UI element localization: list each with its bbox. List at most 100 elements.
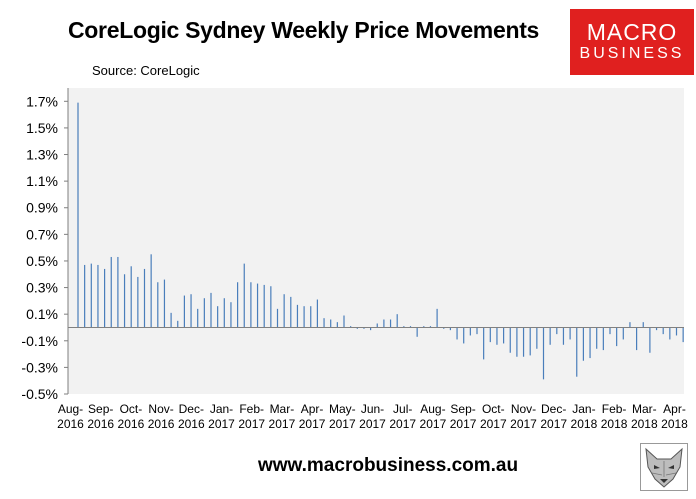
bar [223,298,225,328]
y-tick-label: -0.3% [21,359,58,375]
bar [682,327,684,343]
bar [675,327,678,336]
bar [516,327,518,357]
bar [416,327,418,337]
bar [97,264,99,328]
bar [256,283,259,328]
bar [503,327,505,344]
bar [483,327,485,360]
x-tick-label-year: 2016 [57,417,84,431]
bar [330,319,332,328]
bar [370,327,372,331]
bar [396,314,398,328]
bar [84,264,86,328]
bar [469,327,471,336]
x-tick-label-month: Sep- [88,402,113,416]
bar [403,326,405,328]
x-tick-label-month: Oct- [482,402,505,416]
bar [263,284,265,328]
y-tick-label: 1.5% [26,120,58,136]
x-tick-label-month: Dec- [179,402,204,416]
x-tick-label-month: Apr- [663,402,686,416]
bar [356,327,358,329]
bar [210,292,212,328]
bar [190,294,192,328]
bar [476,327,478,335]
bar [230,302,232,328]
bar [622,327,624,340]
x-axis: Aug-2016Sep-2016Oct-2016Nov-2016Dec-2016… [57,326,688,431]
bar [589,327,591,359]
y-axis: -0.5% -0.3% -0.1% 0.1% 0.3% 0.5% 0.7% 0.9% 1.1% 1… [21,88,69,402]
x-tick-label-month: Oct- [120,402,143,416]
bar [562,327,565,345]
x-tick-label-year: 2017 [480,417,507,431]
x-tick-label-month: Sep- [450,402,475,416]
bar [629,322,631,328]
bar [110,256,112,328]
bar [143,268,146,328]
bar [662,327,664,335]
x-tick-label-year: 2017 [540,417,567,431]
x-tick-label-year: 2017 [329,417,356,431]
bar [363,327,365,329]
bar [203,298,205,328]
chart-plot: -0.5% -0.3% -0.1% 0.1% 0.3% 0.5% 0.7% 0.9% 1.1% 1… [21,88,688,431]
bar [596,327,598,349]
bar [642,322,644,328]
bar [542,327,545,380]
y-tick-label: 1.1% [26,173,58,189]
bar [183,295,185,328]
y-tick-label: 0.3% [26,280,58,296]
bars [77,102,684,380]
x-tick-label-year: 2017 [269,417,296,431]
bar [303,306,305,328]
bar [336,322,338,328]
bar [137,276,139,328]
plot-area [68,88,684,394]
bar [243,263,245,328]
bar [117,256,119,328]
bar [489,327,491,343]
bar [217,306,219,328]
x-tick-label-year: 2017 [299,417,326,431]
bar [569,327,571,340]
y-tick-label: 0.1% [26,306,58,322]
bar [649,327,651,353]
bar [609,327,611,335]
x-tick-label-year: 2017 [238,417,265,431]
x-tick-label-month: Mar- [632,402,657,416]
bar [496,327,498,345]
bar [409,326,412,328]
bar [150,254,152,328]
bar [389,319,392,328]
bar [376,323,378,328]
x-tick-label-month: Aug- [58,402,83,416]
x-tick-label-year: 2018 [631,417,658,431]
y-tick-label: 1.3% [26,147,58,163]
macrobusiness-logo: MACRO BUSINESS [570,9,694,75]
bar [343,315,345,328]
bar [529,327,531,356]
bar [90,263,92,328]
bar [296,304,299,328]
bar [123,274,126,328]
bar [636,327,638,351]
x-tick-label-month: Apr- [301,402,324,416]
bar [310,306,312,328]
chart-title: CoreLogic Sydney Weekly Price Movements [68,17,540,43]
bar [429,326,432,328]
bar [350,326,352,328]
bar [443,327,445,329]
x-tick-label-year: 2017 [510,417,537,431]
chart-source: Source: CoreLogic [92,63,200,78]
bar [463,327,465,344]
y-tick-label: 0.7% [26,226,58,242]
bar [237,282,239,328]
bar [509,327,511,353]
footer-url: www.macrobusiness.com.au [258,455,519,476]
y-tick-label: 1.7% [26,93,58,109]
bar [436,308,438,328]
x-tick-label-year: 2017 [420,417,447,431]
x-tick-label-year: 2017 [208,417,235,431]
